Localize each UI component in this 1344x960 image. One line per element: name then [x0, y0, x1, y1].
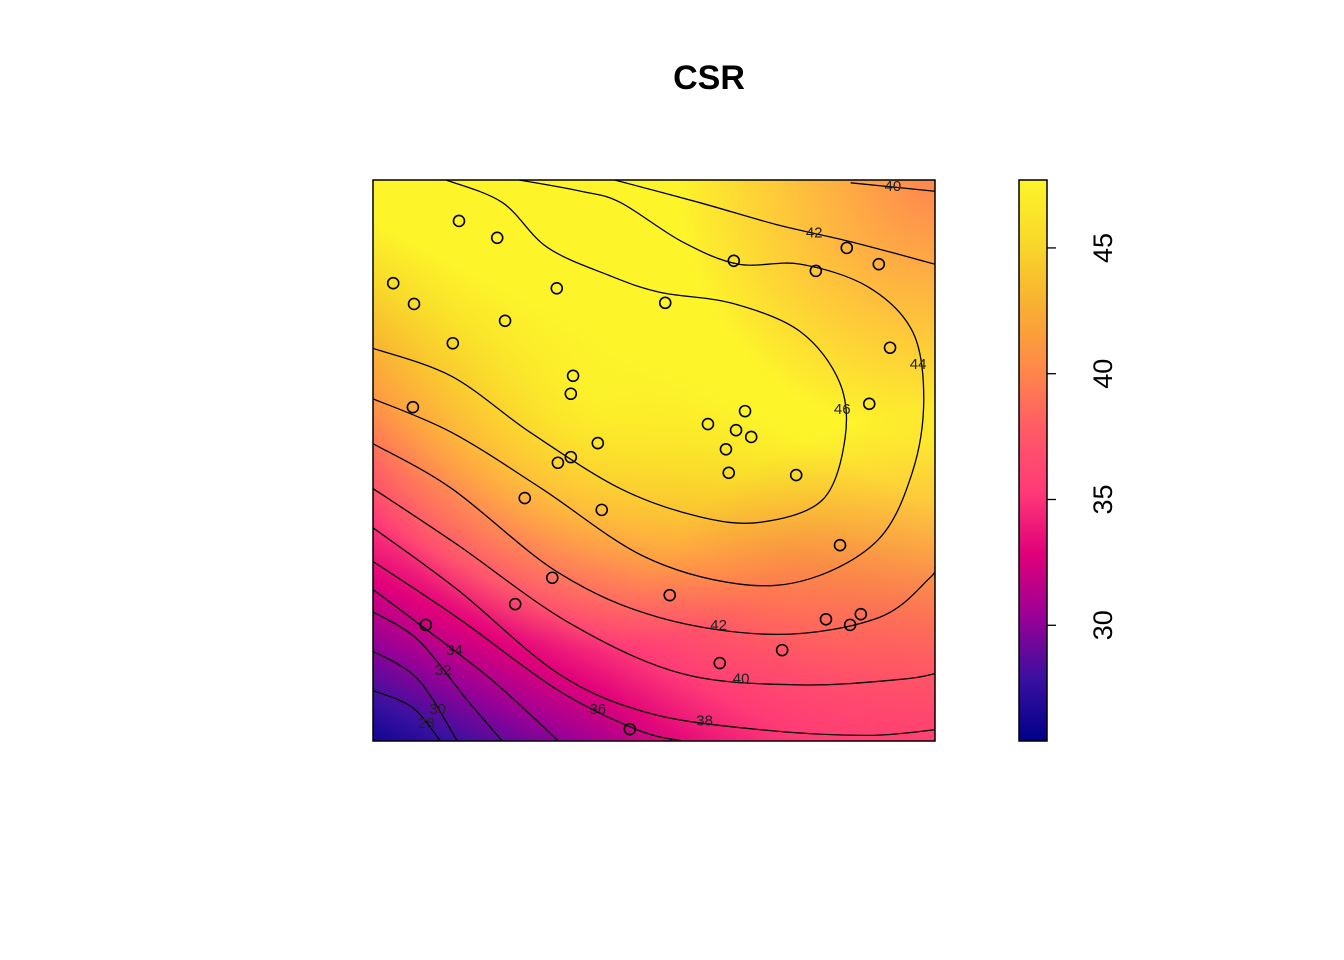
contour-label: 32 — [435, 662, 452, 679]
point — [658, 296, 672, 310]
contour-label: 38 — [696, 712, 713, 729]
contour-line — [373, 527, 935, 737]
point — [446, 336, 460, 350]
point — [719, 442, 733, 456]
contour-label: 42 — [710, 617, 727, 634]
point — [701, 417, 715, 431]
colorbar-tick-label: 45 — [1088, 233, 1118, 263]
contour-label: 40 — [733, 670, 750, 687]
point — [722, 466, 736, 480]
point — [550, 281, 564, 295]
point — [862, 397, 876, 411]
point — [738, 404, 752, 418]
point — [551, 456, 565, 470]
colorbar-tick-label: 30 — [1088, 610, 1118, 640]
contour-line — [614, 180, 935, 265]
colorbar-tick-label: 40 — [1088, 359, 1118, 389]
colorbar-axis: 30 35 40 45 — [1047, 233, 1118, 640]
contour-label: 46 — [834, 401, 851, 418]
point — [727, 254, 741, 268]
point — [843, 618, 857, 632]
contour-line — [373, 650, 458, 741]
point — [564, 387, 578, 401]
contour-line — [373, 560, 683, 741]
contour-line — [373, 443, 935, 636]
point — [407, 297, 421, 311]
point — [623, 722, 637, 736]
point — [591, 436, 605, 450]
point — [419, 618, 433, 632]
point — [833, 538, 847, 552]
colorbar-tick-label: 35 — [1088, 484, 1118, 514]
contour-label: 40 — [885, 178, 902, 195]
point — [744, 430, 758, 444]
contour-label: 28 — [418, 715, 435, 732]
point — [386, 276, 400, 290]
contour-line — [373, 180, 925, 587]
point — [809, 264, 823, 278]
point — [595, 503, 609, 517]
contour-label: 36 — [589, 701, 606, 718]
contour-line — [373, 488, 935, 686]
point — [498, 314, 512, 328]
colorbar — [1018, 179, 1048, 742]
contour-label: 34 — [446, 642, 463, 659]
contour-label: 42 — [806, 224, 823, 241]
point — [713, 656, 727, 670]
points — [386, 214, 897, 736]
contour-label: 44 — [910, 356, 927, 373]
point — [508, 597, 522, 611]
contour-line — [373, 589, 559, 741]
chart-title: CSR — [673, 59, 745, 97]
point — [854, 607, 868, 621]
point — [819, 612, 833, 626]
point — [564, 450, 578, 464]
contour-line — [373, 611, 503, 741]
contour-line — [373, 180, 848, 524]
point — [452, 214, 466, 228]
point — [789, 468, 803, 482]
contour-line — [850, 182, 935, 192]
point — [775, 643, 789, 657]
point — [545, 571, 559, 585]
point — [883, 341, 897, 355]
point — [566, 369, 580, 383]
point — [840, 241, 854, 255]
contour-label: 30 — [429, 701, 446, 718]
plot-frame — [372, 179, 936, 742]
point — [490, 231, 504, 245]
point — [406, 400, 420, 414]
point — [729, 423, 743, 437]
point — [518, 491, 532, 505]
point — [663, 588, 677, 602]
contour-line — [373, 689, 441, 741]
point — [872, 257, 886, 271]
